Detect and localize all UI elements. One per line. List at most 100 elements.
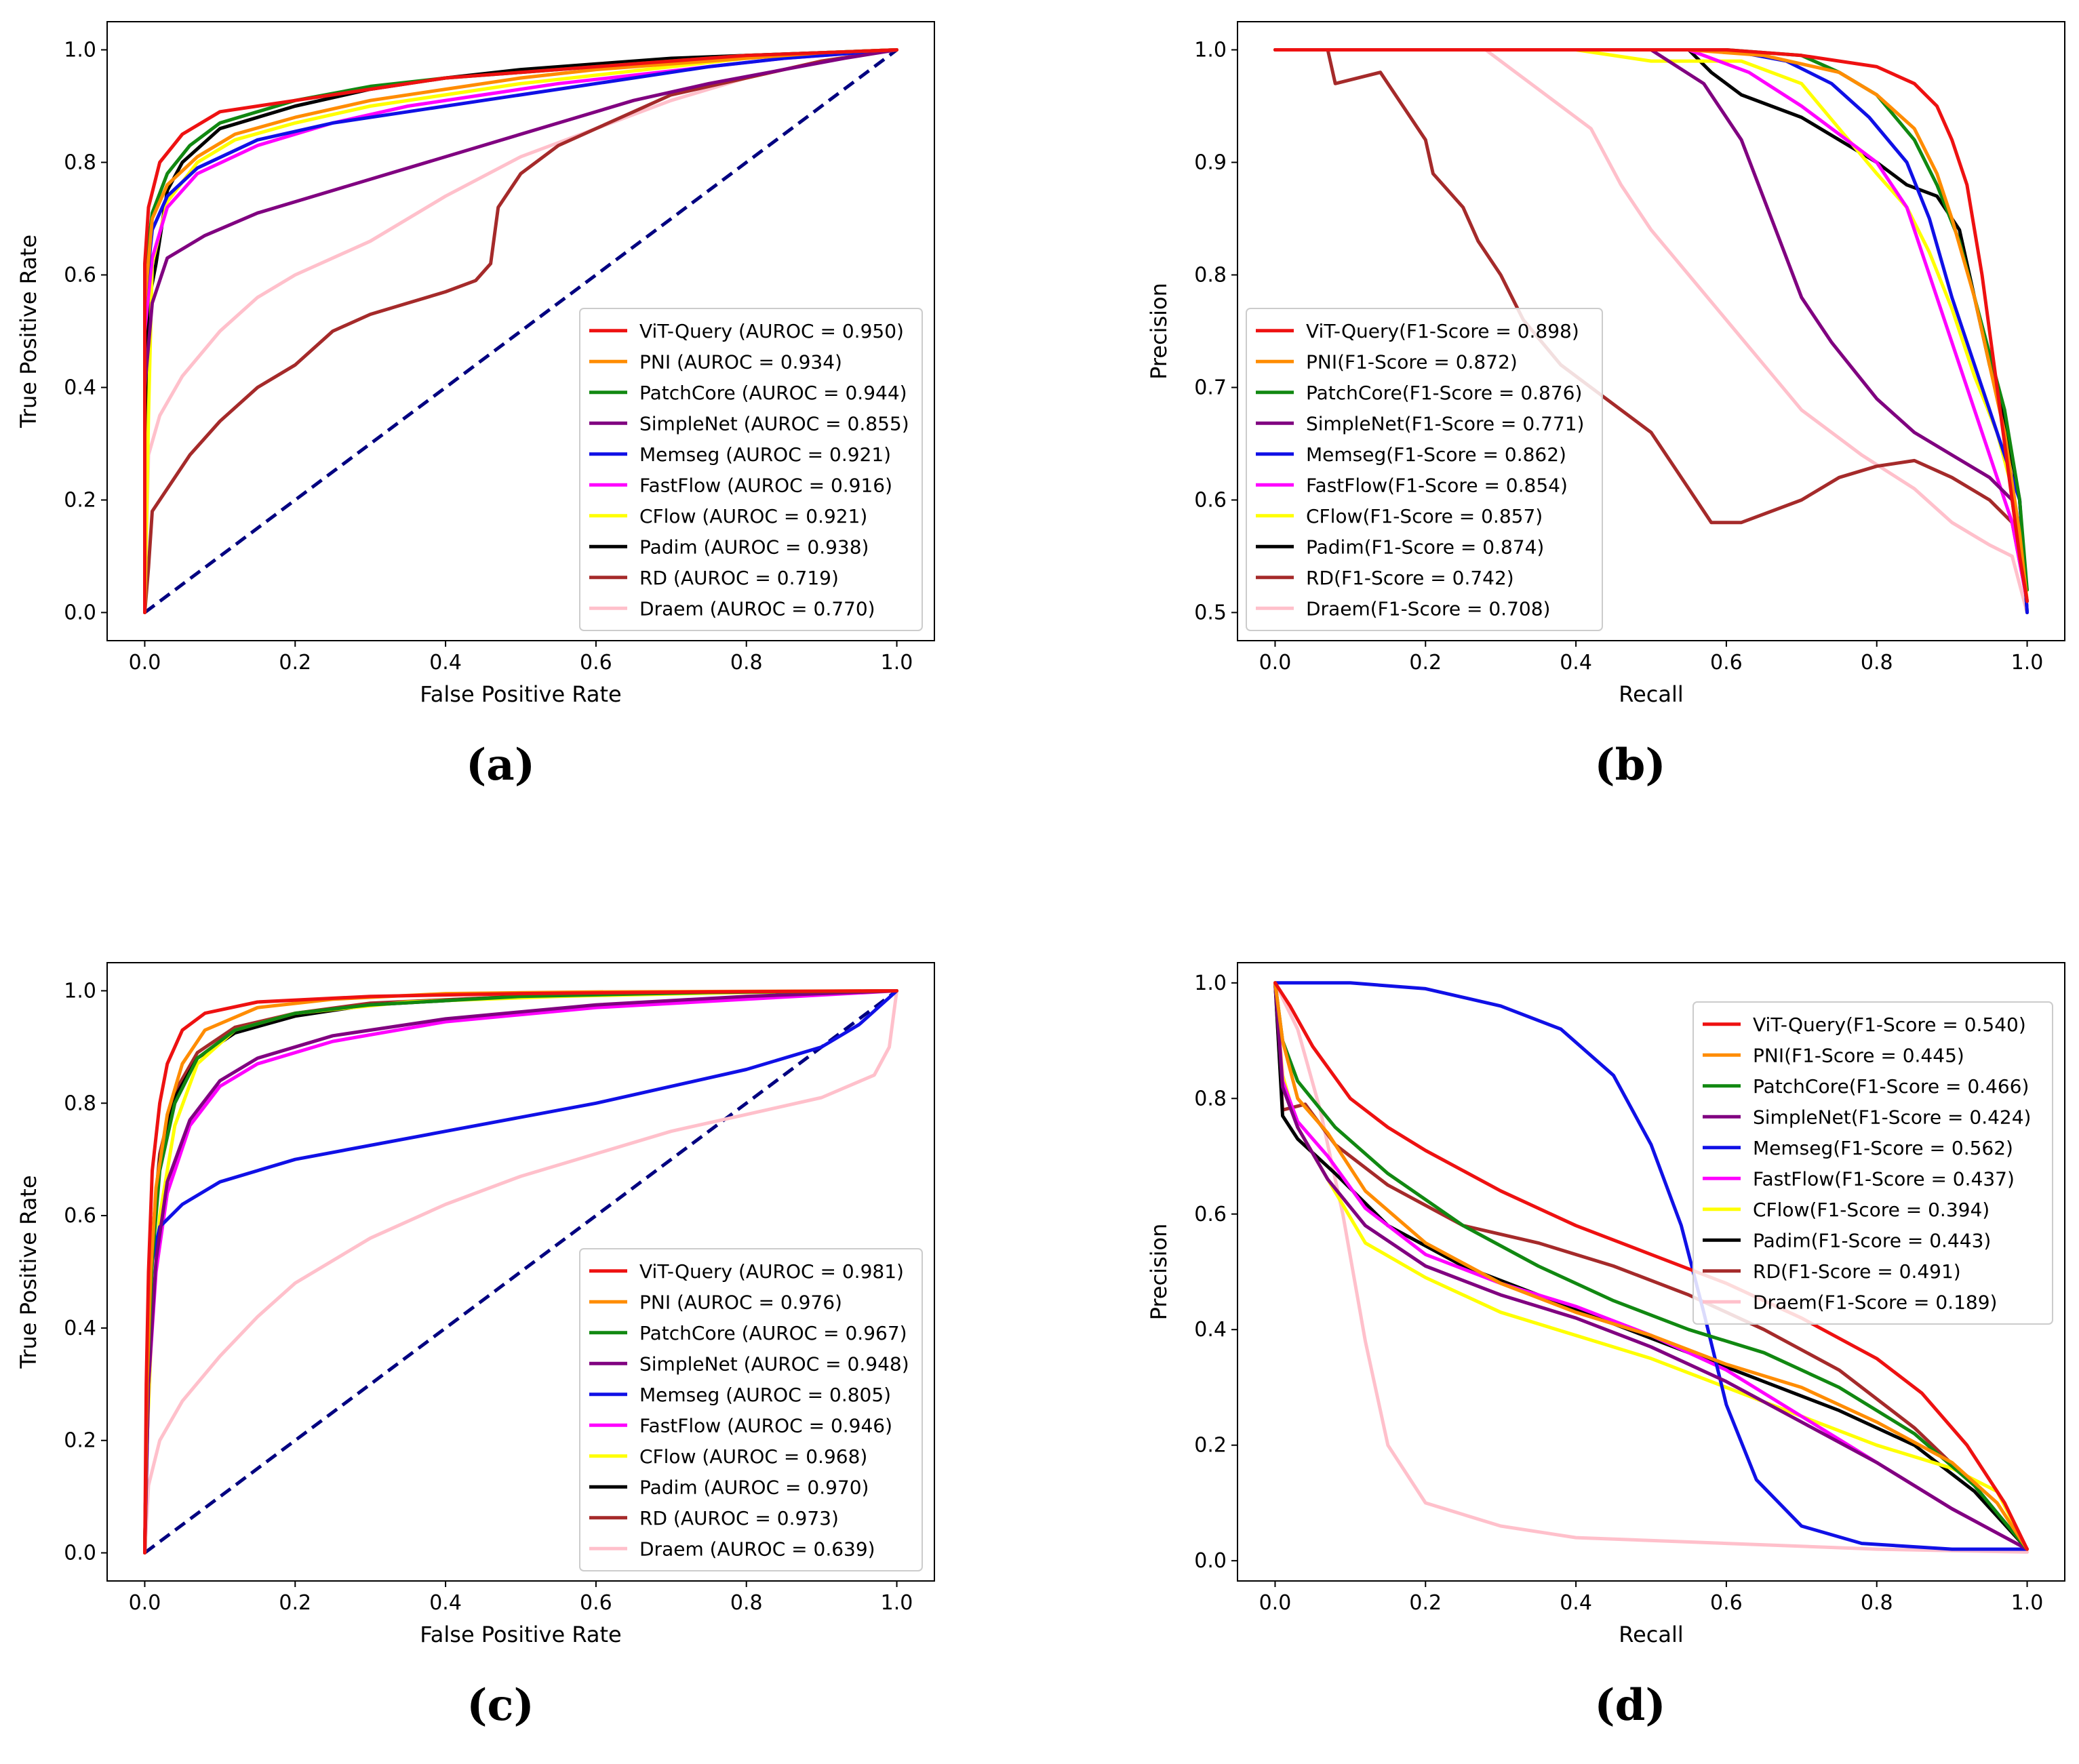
legend-entry-label: Memseg (AUROC = 0.921) (639, 443, 891, 466)
x-tick-label: 0.2 (1409, 651, 1442, 675)
legend-entry-label: FastFlow (AUROC = 0.916) (639, 474, 892, 496)
axes-frame (106, 21, 935, 641)
x-tick-label: 0.4 (1560, 651, 1592, 675)
y-axis-label: True Positive Rate (16, 1175, 41, 1369)
x-axis-label: Recall (1619, 681, 1683, 707)
x-tick-label: 0.4 (429, 1591, 462, 1615)
chance-diagonal-line (143, 989, 898, 1555)
series-line-draem (143, 989, 898, 1555)
panel-caption: (a) (466, 740, 535, 790)
x-tick-label: 0.4 (429, 651, 462, 675)
y-tick-label: 0.6 (64, 1204, 96, 1228)
legend-entry-label: PNI(F1-Score = 0.445) (1753, 1044, 1964, 1066)
x-tick-label: 0.6 (580, 651, 612, 675)
series-line-draem (1273, 981, 2029, 1554)
legend-entry-label: CFlow(F1-Score = 0.394) (1753, 1199, 1989, 1221)
legend-entry-label: ViT-Query(F1-Score = 0.898) (1306, 320, 1579, 342)
y-tick-label: 0.4 (64, 1317, 96, 1340)
axes-frame (1237, 962, 2065, 1582)
legend-entry-label: Draem(F1-Score = 0.189) (1753, 1291, 1997, 1313)
y-axis-label: Precision (1146, 283, 1172, 380)
series-line-simplenet (1273, 981, 2029, 1551)
plot-area (1273, 981, 2029, 1554)
series-line-draem (143, 48, 898, 614)
series-line-vit-query (143, 989, 898, 1555)
y-tick-label: 1.0 (64, 979, 96, 1003)
legend-entry-label: Padim (AUROC = 0.938) (639, 536, 869, 558)
legend-entry-label: Memseg(F1-Score = 0.562) (1753, 1137, 2013, 1159)
legend: ViT-Query (AUROC = 0.950) PNI (AUROC = 0.… (579, 308, 923, 631)
legend-entry-label: SimpleNet(F1-Score = 0.424) (1753, 1106, 2031, 1128)
legend-entry-label: FastFlow (AUROC = 0.946) (639, 1414, 892, 1437)
x-tick-label: 1.0 (2011, 651, 2044, 675)
x-axis-label: Recall (1619, 1622, 1683, 1647)
x-tick-label: 0.2 (1409, 1591, 1442, 1615)
y-tick-label: 0.0 (64, 601, 96, 625)
series-line-simplenet (143, 989, 898, 1555)
axes-frame (106, 962, 935, 1582)
y-tick-label: 0.6 (1194, 489, 1227, 513)
series-line-pni (143, 48, 898, 614)
y-tick-label: 0.5 (1194, 601, 1227, 625)
x-tick-label: 0.6 (1710, 1591, 1743, 1615)
legend-box (579, 308, 923, 631)
y-tick-label: 0.4 (1194, 1318, 1227, 1342)
legend-entry-label: Padim(F1-Score = 0.874) (1306, 536, 1544, 558)
legend: ViT-Query(F1-Score = 0.898) PNI(F1-Score … (1246, 308, 1603, 631)
x-tick-label: 0.0 (1259, 1591, 1292, 1615)
legend-entry-label: RD(F1-Score = 0.491) (1753, 1260, 1961, 1283)
legend-entry-label: PatchCore (AUROC = 0.944) (639, 382, 907, 404)
y-tick-label: 0.7 (1194, 376, 1227, 400)
plot-area (143, 48, 898, 614)
series-line-fastflow (1273, 48, 2029, 603)
legend-entry-label: RD (AUROC = 0.719) (639, 567, 839, 589)
series-line-vit-query (1273, 48, 2029, 603)
y-axis-label: True Positive Rate (16, 235, 41, 428)
plot-area (143, 989, 898, 1555)
legend: ViT-Query(F1-Score = 0.540) PNI(F1-Score … (1692, 1001, 2053, 1325)
y-tick-label: 0.8 (1194, 264, 1227, 287)
legend-entry-label: FastFlow(F1-Score = 0.437) (1753, 1167, 2015, 1190)
chart-panel-c: 0.0 0.2 0.4 0.6 0.8 1.0 0.0 0.2 0.4 0.6 0.8 1.0 Fals… (16, 962, 935, 1731)
legend-entry-label: CFlow (AUROC = 0.921) (639, 505, 867, 527)
series-line-padim (1273, 981, 2029, 1551)
x-tick-label: 0.2 (279, 1591, 311, 1615)
legend-entry-label: PatchCore(F1-Score = 0.466) (1753, 1075, 2029, 1098)
x-axis-label: False Positive Rate (420, 681, 621, 707)
y-tick-label: 0.8 (64, 151, 96, 175)
legend-entry-label: ViT-Query(F1-Score = 0.540) (1753, 1014, 2026, 1036)
y-tick-label: 0.6 (64, 264, 96, 287)
y-tick-label: 1.0 (1194, 39, 1227, 62)
x-axis-label: False Positive Rate (420, 1622, 621, 1647)
chance-diagonal-line (143, 48, 898, 614)
panel-caption: (b) (1594, 740, 1665, 790)
legend-entry-label: PNI(F1-Score = 0.872) (1306, 350, 1518, 373)
panel-caption: (d) (1594, 1680, 1665, 1731)
legend: ViT-Query (AUROC = 0.981) PNI (AUROC = 0.… (579, 1248, 923, 1571)
series-line-pni (1273, 981, 2029, 1551)
legend-entry-label: RD (AUROC = 0.973) (639, 1507, 839, 1529)
chart-panel-d: 0.0 0.2 0.4 0.6 0.8 1.0 0.0 0.2 0.4 0.6 0.8 1.0 Reca… (1146, 962, 2065, 1731)
legend-entry-label: PatchCore (AUROC = 0.967) (639, 1322, 907, 1344)
x-tick-label: 0.0 (1259, 651, 1292, 675)
y-tick-label: 0.4 (64, 376, 96, 400)
x-tick-label: 0.8 (730, 1591, 763, 1615)
y-tick-label: 0.8 (1194, 1087, 1227, 1110)
x-tick-label: 0.8 (1861, 1591, 1893, 1615)
x-tick-label: 0.2 (279, 651, 311, 675)
series-line-vit-query (1273, 981, 2029, 1551)
x-tick-label: 0.6 (1710, 651, 1743, 675)
series-line-draem (1273, 48, 2029, 614)
x-tick-label: 0.0 (129, 1591, 161, 1615)
y-tick-label: 1.0 (64, 39, 96, 62)
legend-box (579, 1248, 923, 1571)
y-tick-label: 0.2 (64, 489, 96, 513)
legend-entry-label: SimpleNet(F1-Score = 0.771) (1306, 412, 1584, 435)
x-tick-label: 0.0 (129, 651, 161, 675)
series-line-memseg (1273, 981, 2029, 1551)
legend-entry-label: SimpleNet (AUROC = 0.855) (639, 412, 909, 435)
y-tick-label: 0.2 (1194, 1434, 1227, 1458)
y-tick-label: 0.0 (1194, 1549, 1227, 1573)
series-line-patchcore (1273, 981, 2029, 1551)
